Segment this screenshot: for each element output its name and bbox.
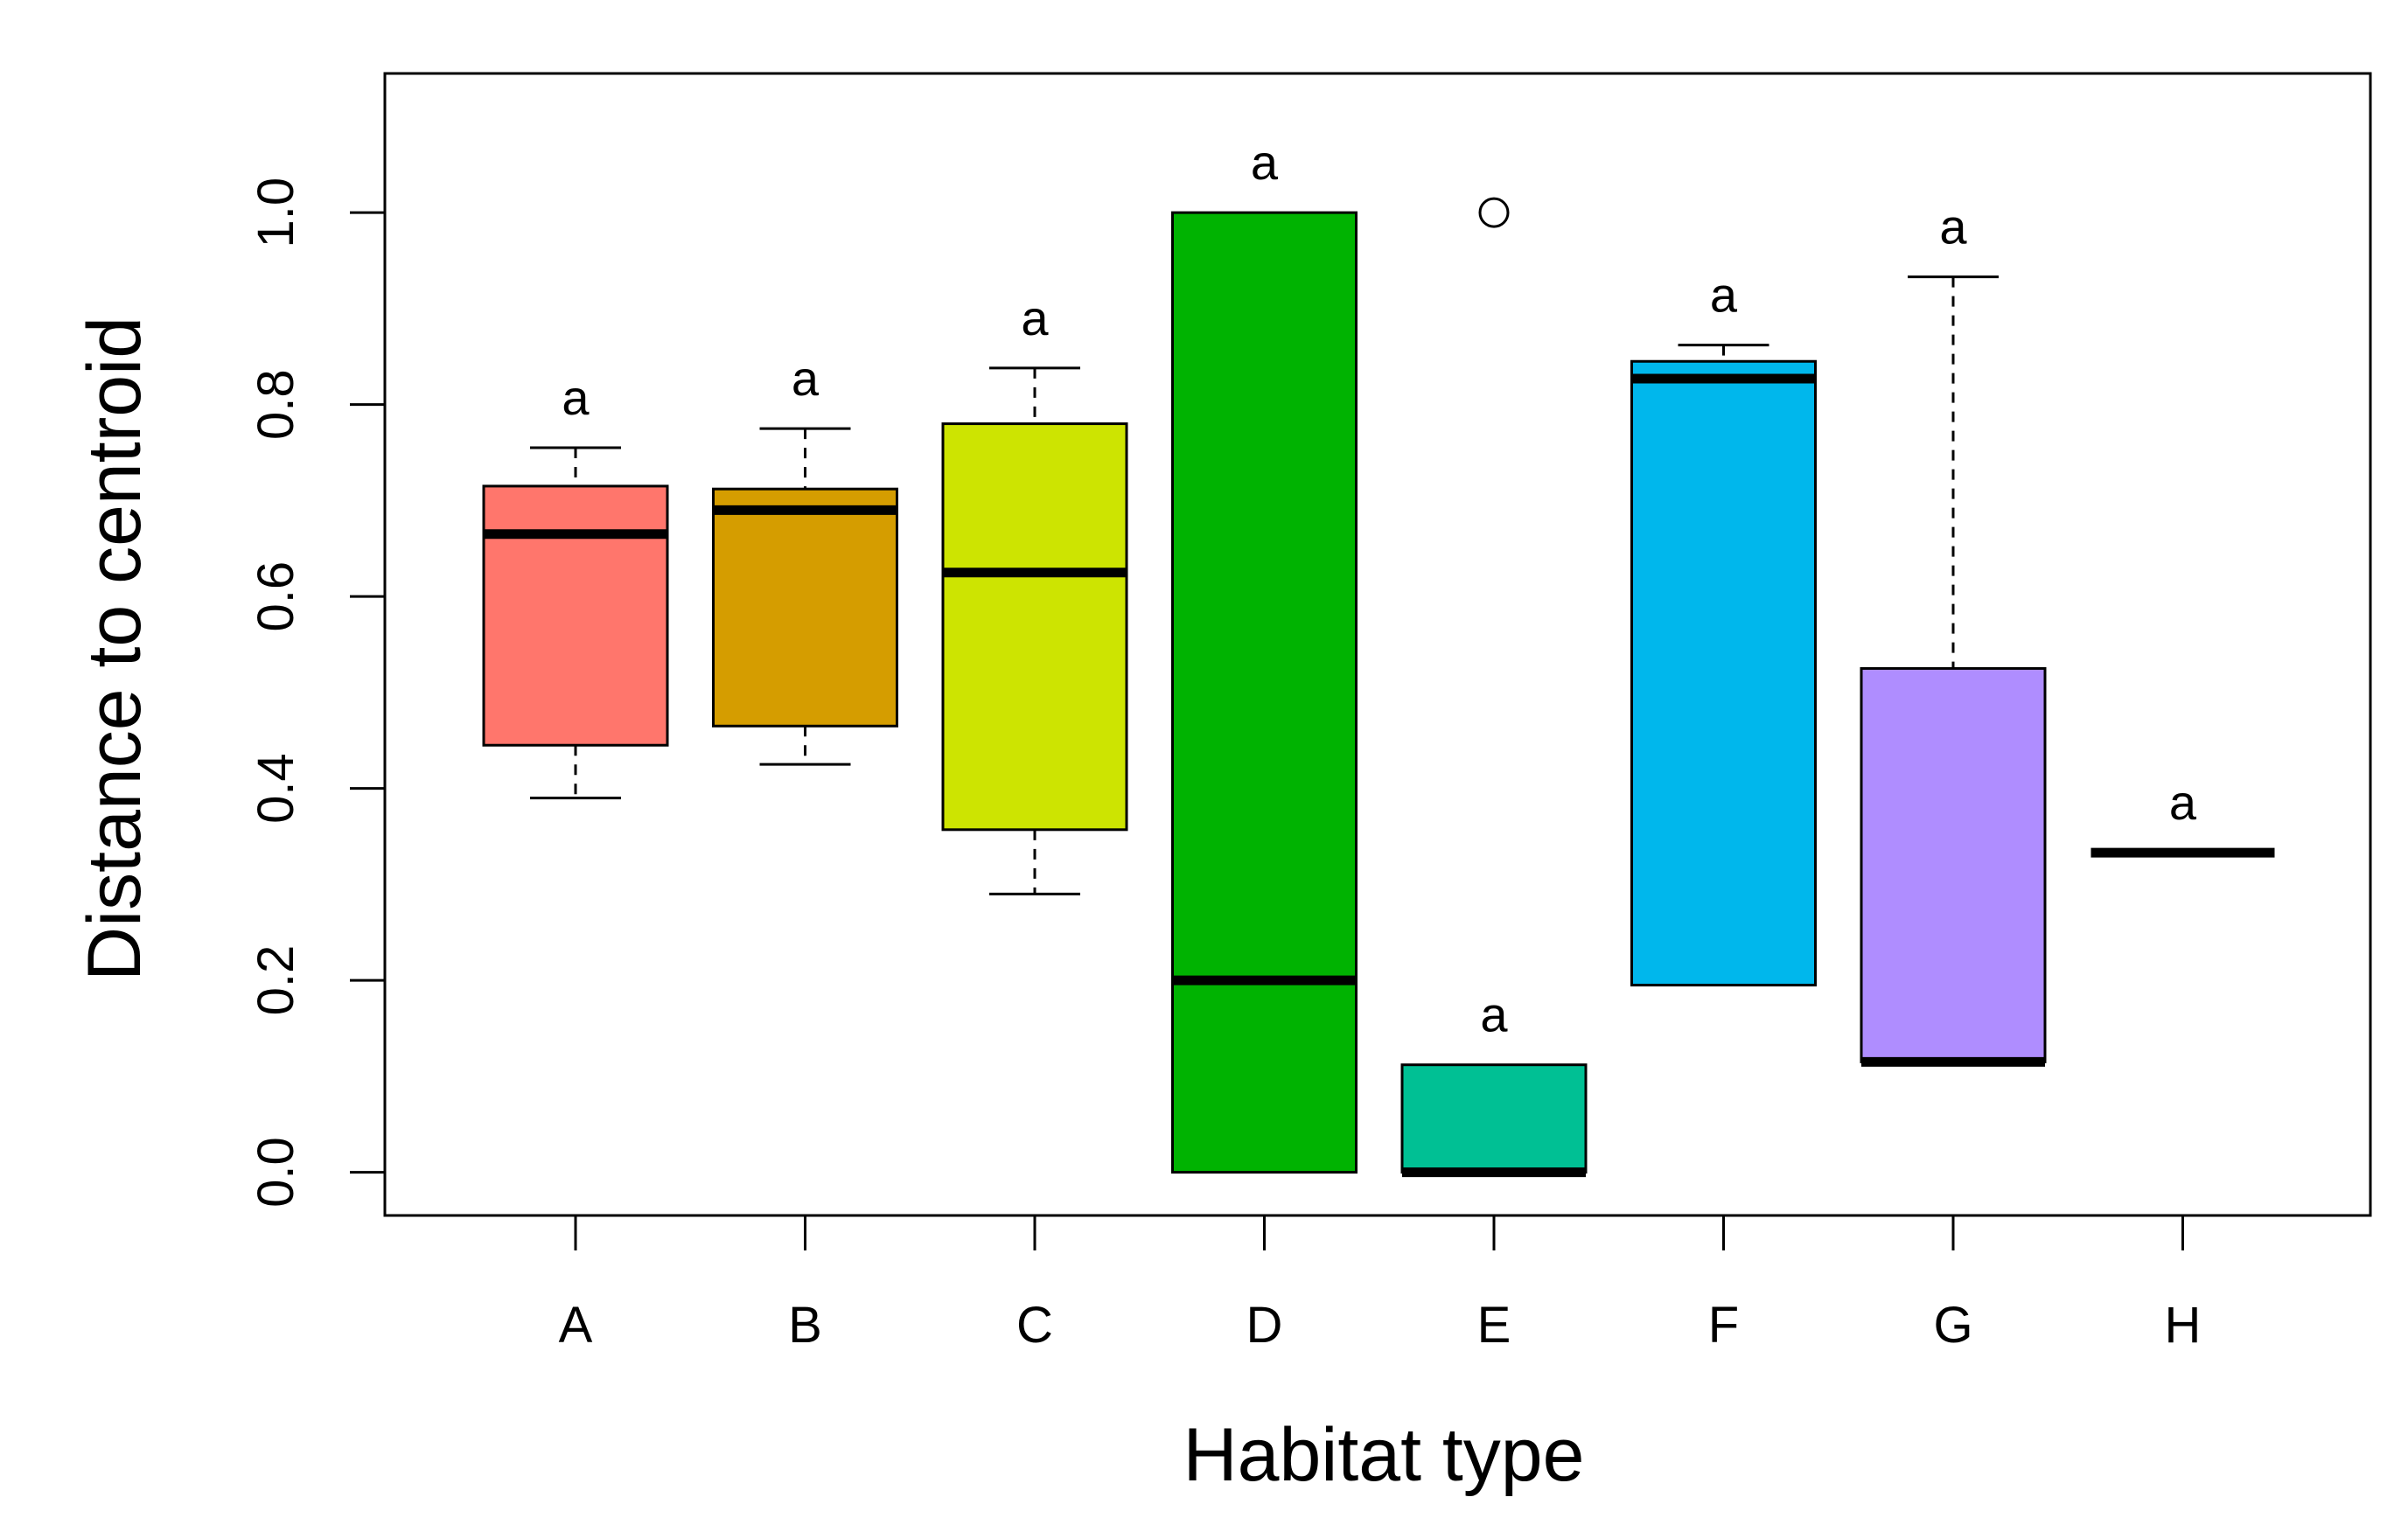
box-iqr bbox=[1860, 666, 2047, 1063]
box-group-b: a bbox=[712, 351, 898, 766]
x-tick-label: E bbox=[1477, 1297, 1511, 1354]
y-tick-label: 0.4 bbox=[248, 753, 304, 824]
significance-letter: a bbox=[1939, 199, 1967, 254]
y-tick-label: 0.0 bbox=[248, 1137, 304, 1208]
outlier-point bbox=[1478, 197, 1510, 228]
box-group-c: a bbox=[941, 290, 1128, 895]
significance-letter: a bbox=[1480, 987, 1508, 1042]
significance-letter: a bbox=[2169, 775, 2197, 830]
box-group-f: a bbox=[1630, 268, 1817, 987]
x-tick-label: G bbox=[1933, 1297, 1972, 1354]
box-iqr bbox=[482, 484, 669, 747]
x-tick-label: A bbox=[559, 1297, 593, 1354]
box-iqr bbox=[1171, 211, 1358, 1174]
x-tick-label: D bbox=[1246, 1297, 1283, 1354]
x-axis-title: Habitat type bbox=[1183, 1413, 1585, 1497]
significance-letter: a bbox=[1251, 135, 1279, 190]
box-group-g: a bbox=[1860, 199, 2047, 1067]
box-iqr bbox=[941, 422, 1128, 832]
y-tick-label: 0.8 bbox=[248, 369, 304, 440]
significance-letter: a bbox=[1710, 268, 1738, 323]
x-axis: A B C D E F G H bbox=[559, 1215, 2202, 1354]
box-iqr bbox=[712, 487, 898, 728]
box-group-d: a bbox=[1171, 135, 1358, 1174]
x-tick-label: F bbox=[1708, 1297, 1739, 1354]
y-tick-label: 0.6 bbox=[248, 561, 304, 632]
box-group-e: a bbox=[1400, 197, 1588, 1178]
y-tick-label: 1.0 bbox=[248, 178, 304, 248]
significance-letter: a bbox=[792, 351, 820, 406]
y-axis: 0.0 0.2 0.4 0.6 0.8 1.0 bbox=[248, 178, 385, 1208]
plot-frame bbox=[383, 72, 2372, 1217]
box-group-h: a bbox=[2090, 775, 2275, 858]
box-iqr bbox=[1400, 1063, 1588, 1174]
box-iqr bbox=[1630, 359, 1817, 987]
y-axis-title: Distance to centroid bbox=[73, 317, 157, 981]
y-tick-label: 0.2 bbox=[248, 945, 304, 1016]
significance-letter: a bbox=[562, 370, 590, 425]
x-tick-label: H bbox=[2165, 1297, 2202, 1354]
box-group-a: a bbox=[482, 370, 669, 800]
x-tick-label: C bbox=[1016, 1297, 1053, 1354]
plot-layer: 0.0 0.2 0.4 0.6 0.8 1.0 A B C D E F G Ha a a a a a a a bbox=[248, 72, 2372, 1354]
significance-letter: a bbox=[1021, 290, 1049, 345]
x-tick-label: B bbox=[788, 1297, 822, 1354]
